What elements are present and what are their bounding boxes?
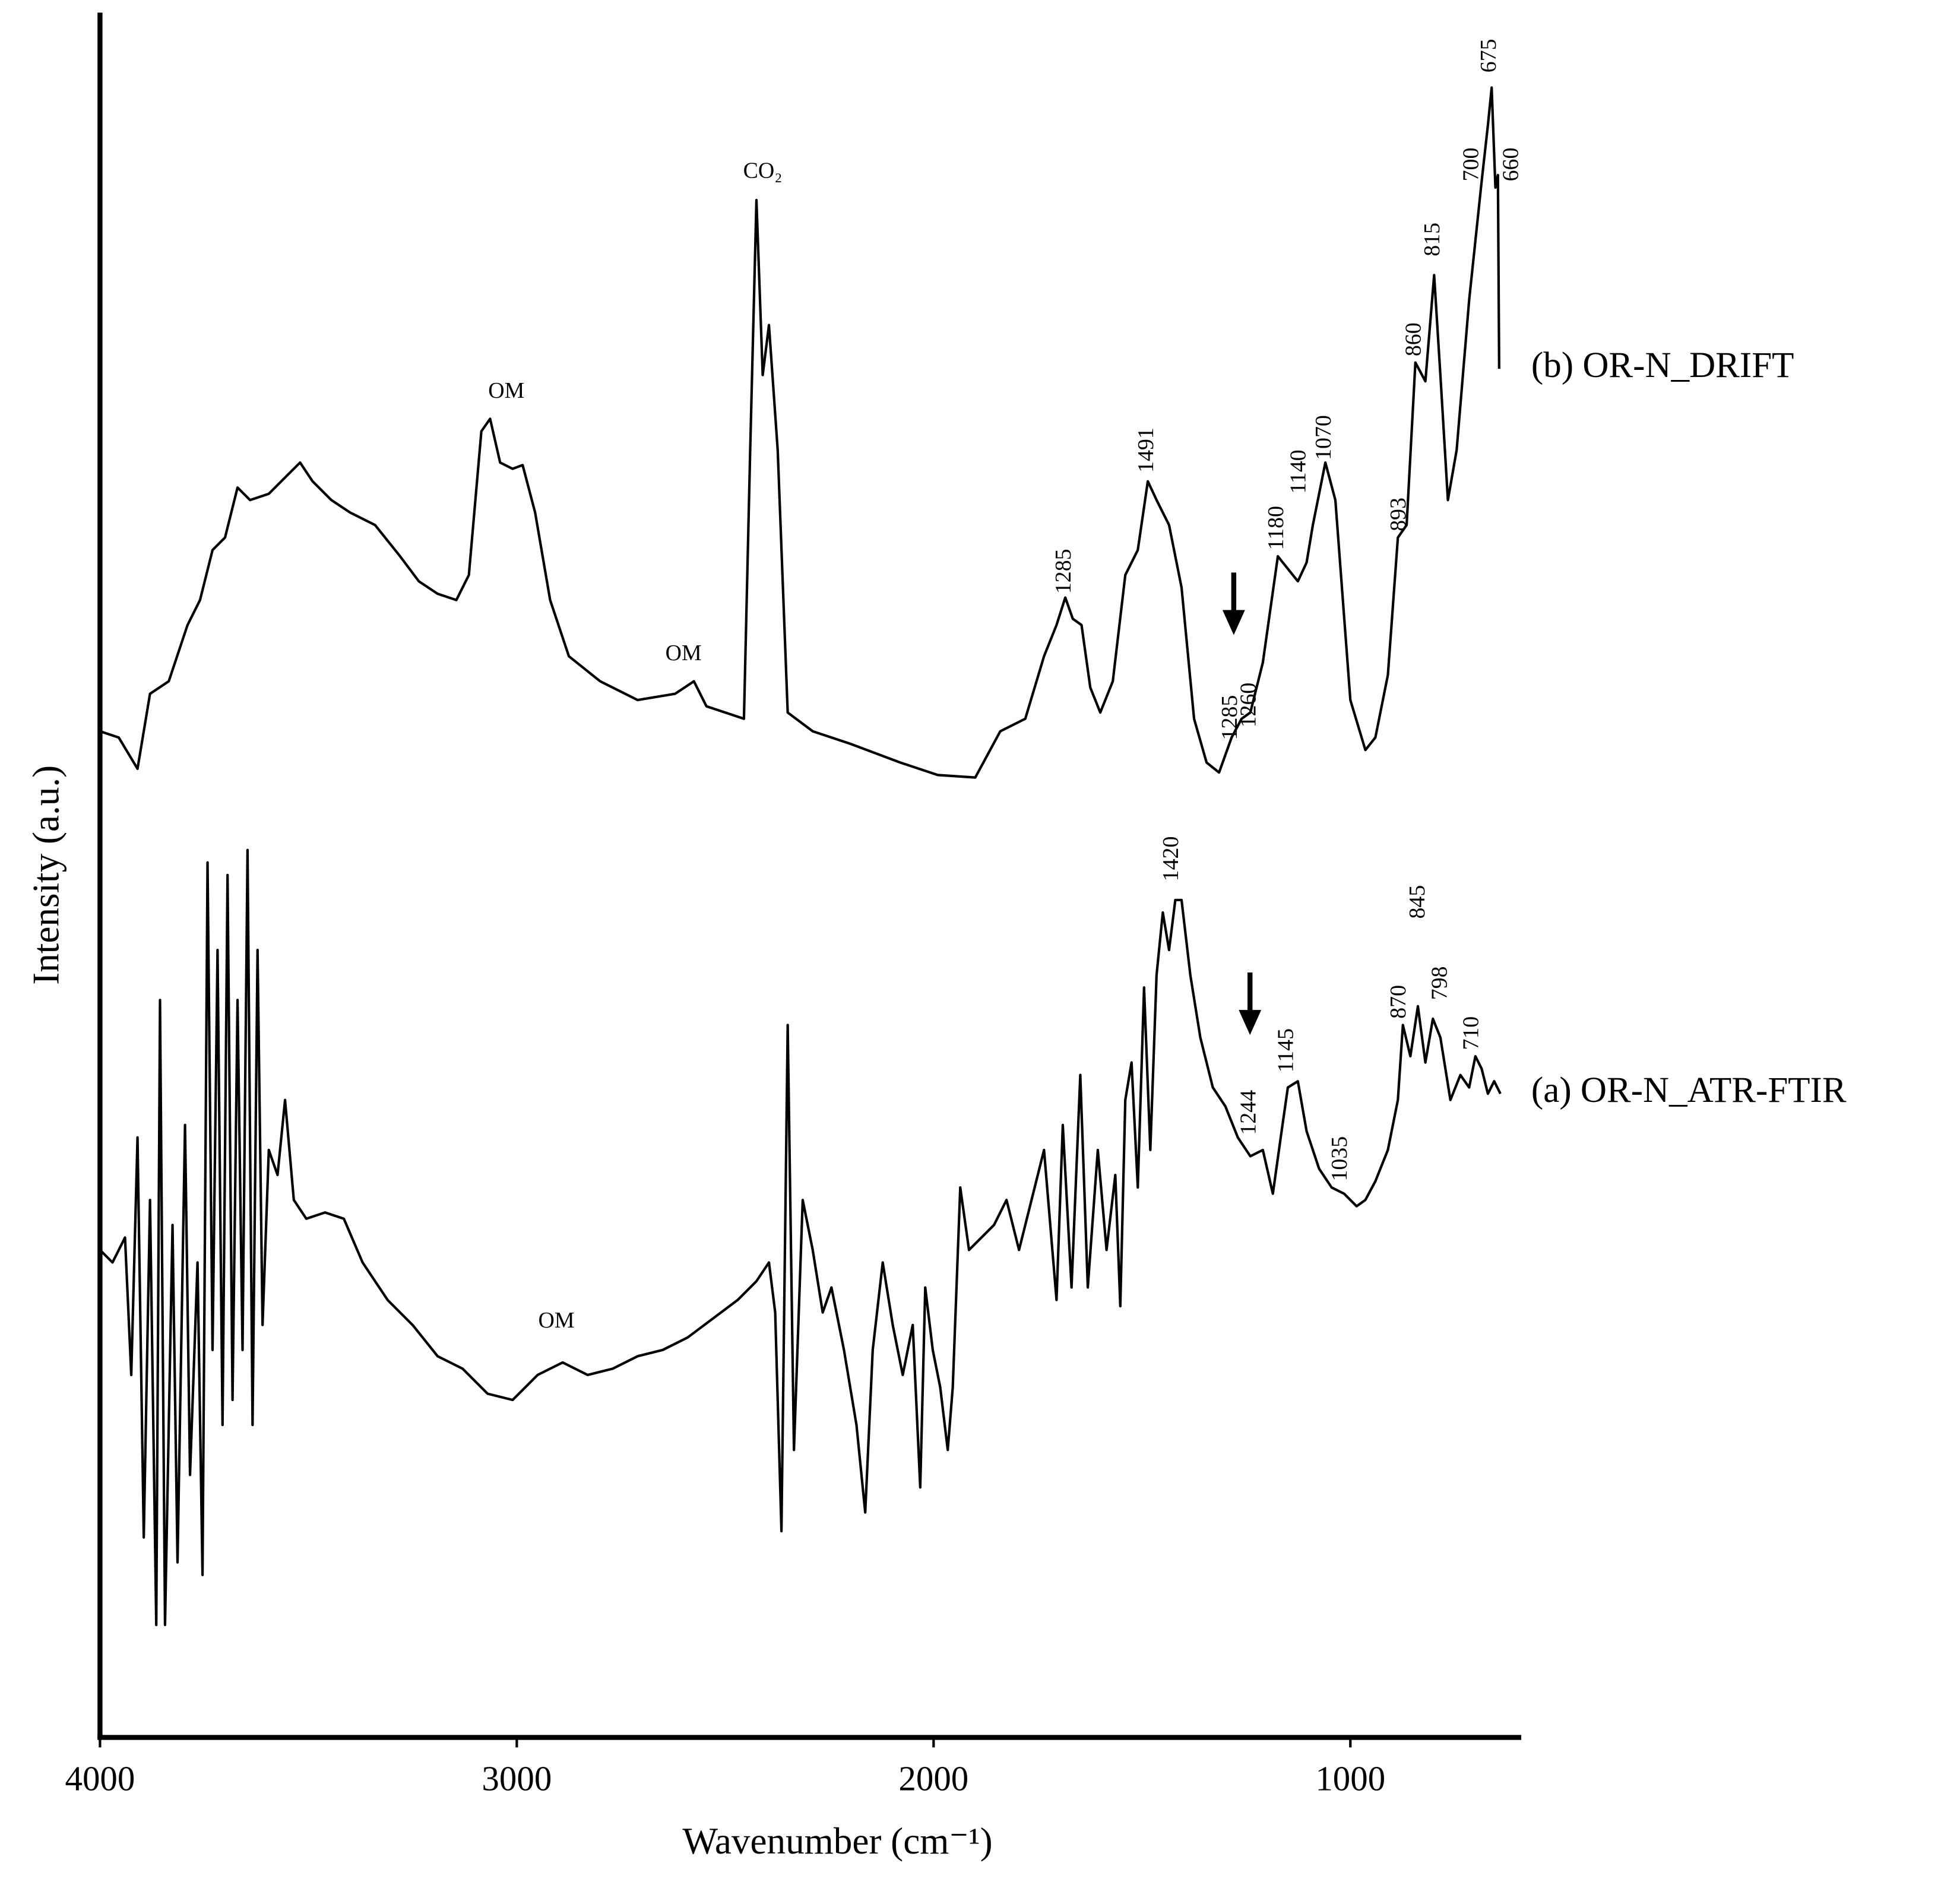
peak-label: 893	[1386, 498, 1411, 531]
peak-label: 1180	[1264, 506, 1288, 550]
spectrum-line	[99, 848, 1502, 1627]
x-tick-label: 3000	[482, 1759, 552, 1798]
peak-label: 860	[1401, 322, 1426, 356]
peak-label: 815	[1420, 223, 1445, 256]
peak-label: CO₂	[743, 158, 783, 183]
peak-label: 1420	[1158, 837, 1183, 882]
y-axis-title: Intensity (a.u.)	[26, 765, 67, 985]
legend-label: (b) OR-N_DRIFT	[1531, 346, 1794, 385]
arrow	[1239, 972, 1262, 1035]
peak-label: 1285	[1217, 695, 1242, 740]
peak-label: 1285	[1051, 549, 1076, 594]
peak-label: 675	[1476, 39, 1501, 72]
peak-label: OM	[488, 378, 524, 403]
legend-label: (a) OR-N_ATR-FTIR	[1531, 1070, 1847, 1110]
peak-label: 845	[1405, 885, 1430, 919]
peak-label: 1035	[1327, 1136, 1352, 1181]
peak-label: 1070	[1311, 415, 1336, 460]
peak-label: 1491	[1133, 427, 1158, 473]
peak-label: 1260	[1236, 683, 1261, 728]
x-axis-title: Wavenumber (cm⁻¹)	[682, 1820, 992, 1862]
spectrum-line	[99, 86, 1500, 779]
peak-label: 660	[1499, 148, 1524, 182]
peak-label: 1244	[1236, 1090, 1261, 1135]
x-tick-label: 4000	[65, 1759, 135, 1798]
peak-label: 710	[1458, 1016, 1483, 1050]
peak-label: 1140	[1286, 449, 1311, 493]
x-tick-label: 1000	[1315, 1759, 1385, 1798]
peak-label: OM	[539, 1308, 575, 1333]
peak-label: 870	[1386, 985, 1411, 1019]
x-tick-label: 2000	[898, 1759, 968, 1798]
peak-label: 700	[1458, 148, 1483, 182]
peak-label: OM	[666, 641, 702, 666]
peak-label: 798	[1427, 967, 1452, 1000]
arrow	[1222, 572, 1245, 635]
peak-label: 1145	[1274, 1028, 1299, 1072]
